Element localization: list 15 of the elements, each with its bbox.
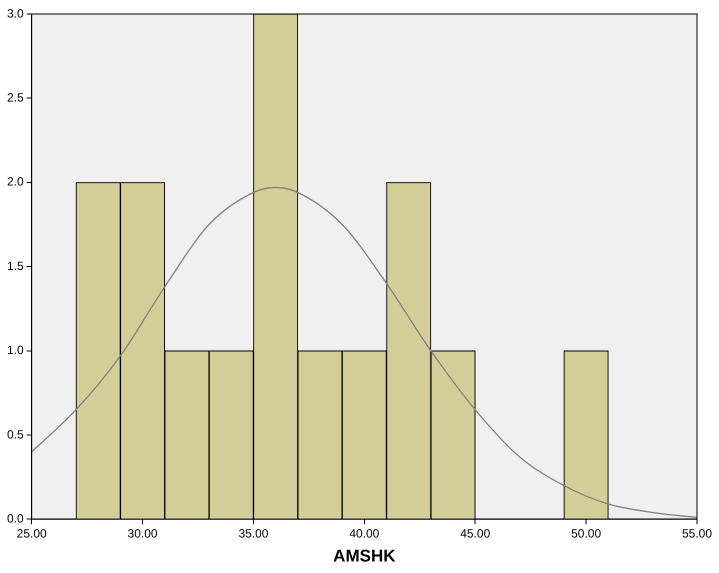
y-tick-label: 1.5 [6,258,24,273]
x-tick-label: 30.00 [128,526,158,541]
x-tick-label: 45.00 [460,526,491,541]
y-tick-label: 2.5 [6,90,24,105]
y-tick-label: 0.5 [6,427,24,442]
x-tick-label: 40.00 [349,526,380,541]
x-tick-label: 25.00 [16,526,48,541]
y-tick-label: 3.0 [6,6,24,20]
x-tick-label: 50.00 [571,526,602,541]
y-tick-label: 0.0 [6,512,24,526]
x-tick-label: 55.00 [682,526,712,541]
y-tick-label: 1.0 [6,343,24,358]
y-tick-label: 2.0 [6,174,24,189]
x-axis-title: AMSHK [333,546,396,566]
x-tick-label: 35.00 [238,526,269,541]
